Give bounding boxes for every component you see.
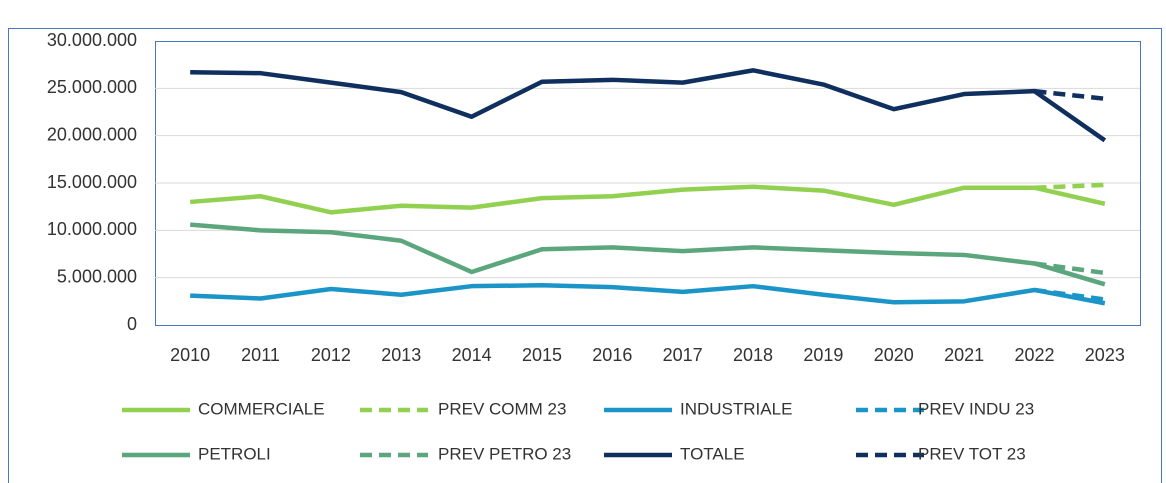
- x-tick-label: 2023: [1085, 345, 1125, 365]
- y-tick-label: 15.000.000: [47, 172, 137, 192]
- legend-label: PREV COMM 23: [438, 399, 566, 418]
- y-tick-label: 20.000.000: [47, 124, 137, 144]
- x-tick-label: 2015: [522, 345, 562, 365]
- y-tick-label: 10.000.000: [47, 219, 137, 239]
- legend-label: PREV PETRO 23: [438, 444, 571, 463]
- x-tick-label: 2016: [592, 345, 632, 365]
- y-tick-label: 5.000.000: [57, 266, 137, 286]
- legend-label: PETROLI: [198, 444, 271, 463]
- x-tick-label: 2020: [874, 345, 914, 365]
- legend-label: PREV TOT 23: [918, 444, 1026, 463]
- series-line: [190, 68, 1107, 143]
- x-tick-label: 2010: [170, 345, 210, 365]
- x-tick-label: 2019: [803, 345, 843, 365]
- series-line: [190, 282, 1106, 306]
- x-tick-label: 2021: [944, 345, 984, 365]
- x-tick-label: 2014: [452, 345, 492, 365]
- y-tick-label: 25.000.000: [47, 77, 137, 97]
- series-line: [1034, 182, 1105, 190]
- series-line: [189, 184, 1106, 215]
- legend-label: INDUSTRIALE: [680, 399, 792, 418]
- legend-label: TOTALE: [680, 444, 745, 463]
- series-line: [189, 222, 1106, 287]
- x-tick-label: 2011: [241, 345, 280, 365]
- legend-label: COMMERCIALE: [198, 399, 325, 418]
- x-tick-label: 2013: [381, 345, 421, 365]
- legend-label: PREV INDU 23: [918, 399, 1034, 418]
- series-line: [1034, 88, 1106, 101]
- x-tick-label: 2017: [663, 345, 703, 365]
- x-tick-label: 2018: [733, 345, 773, 365]
- y-tick-label: 0: [127, 314, 137, 334]
- x-tick-label: 2022: [1014, 345, 1054, 365]
- chart-border: [8, 28, 1162, 483]
- x-tick-label: 2012: [311, 345, 351, 365]
- y-tick-label: 30.000.000: [47, 30, 137, 50]
